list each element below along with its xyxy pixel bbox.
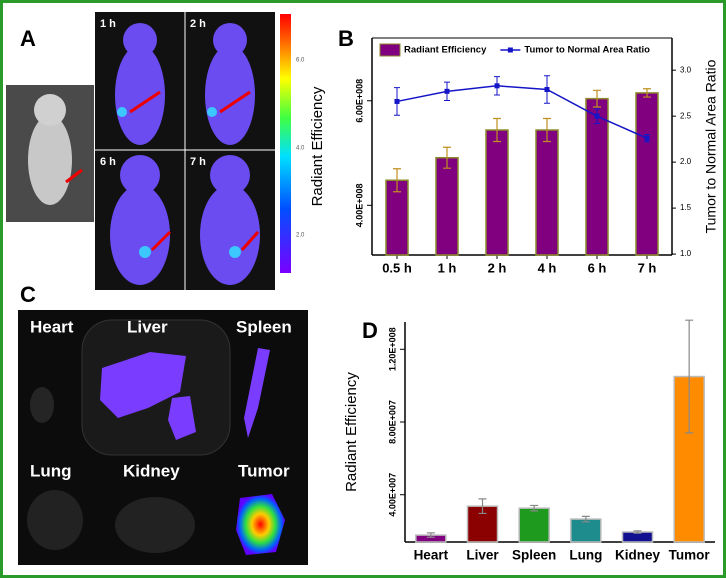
error-bar [594,108,600,125]
time-label: 1 h [100,18,116,30]
error-bar [544,75,550,104]
error-bar [394,87,400,116]
legend-label: Tumor to Normal Area Ratio [524,45,650,56]
bar [535,129,559,256]
error-bar [478,498,487,515]
error-bar [443,146,451,169]
panel-label: B [338,26,354,51]
panel-a-images [6,12,291,290]
y-tick-label: 4.00E+007 [387,473,397,517]
bar [435,156,459,256]
y2-tick-label: 2.0 [680,157,692,166]
x-tick-label: 1 h [438,260,457,275]
organ-label: Lung [30,461,72,480]
y-tick-label: 8.00E+007 [387,400,397,444]
x-tick-label: 6 h [588,260,607,275]
y-tick-label: 6.00E+008 [354,79,364,123]
x-tick-label: Heart [414,548,449,563]
error-bar [685,319,694,434]
panel-label: D [362,318,378,343]
x-tick-label: Tumor [669,548,711,563]
colorbar-tick: 6.0 [296,58,305,64]
x-tick-label: 7 h [638,260,657,275]
y-tick-label: 1.20E+008 [387,327,397,371]
bar [635,92,659,256]
panel-label: C [20,282,36,307]
colorbar-tick: 2.0 [296,233,305,239]
error-bar [593,89,601,108]
panel-label: A [20,26,36,51]
x-tick-label: 4 h [538,260,557,275]
time-label: 7 h [190,156,206,168]
y2-tick-label: 2.5 [680,111,692,120]
legend-swatch [379,43,401,57]
x-tick-label: Liver [466,548,499,563]
organ-label: Heart [30,317,74,336]
error-bar [426,532,435,538]
y-tick-label: 4.00E+008 [354,183,364,227]
colorbar-tick: 4.0 [296,146,305,152]
legend-label: Radiant Efficiency [404,45,487,56]
bar [570,518,602,543]
x-tick-label: Lung [569,548,602,563]
panel-c-images [18,310,308,565]
error-bar [494,76,500,96]
y2-tick-label: 1.5 [680,203,692,212]
bar [485,129,509,256]
error-bar [581,515,590,523]
y-axis-title: Radiant Efficiency [309,86,326,206]
organ-label: Tumor [238,461,290,480]
organ-label: Liver [127,317,168,336]
time-label: 6 h [100,156,116,168]
organ-label: Kidney [123,461,180,480]
error-bar [444,81,450,102]
x-tick-label: Spleen [512,548,556,563]
error-bar [644,134,650,143]
error-bar [643,88,651,98]
y2-tick-label: 1.0 [680,249,692,258]
line [396,85,648,139]
x-tick-label: Kidney [615,548,661,563]
y2-axis-title: Tumor to Normal Area Ratio [703,59,719,233]
error-bar [530,504,539,512]
organ-label: Spleen [236,317,292,336]
bar [518,507,550,543]
x-tick-label: 2 h [488,260,507,275]
error-bar [493,117,501,143]
time-label: 2 h [190,18,206,30]
x-tick-label: 0.5 h [382,260,412,275]
y-axis-title: Radiant Efficiency [343,372,360,492]
error-bar [393,168,401,193]
legend-swatch [507,47,513,53]
y2-tick-label: 3.0 [680,65,692,74]
error-bar [543,117,551,143]
error-bar [633,530,642,534]
